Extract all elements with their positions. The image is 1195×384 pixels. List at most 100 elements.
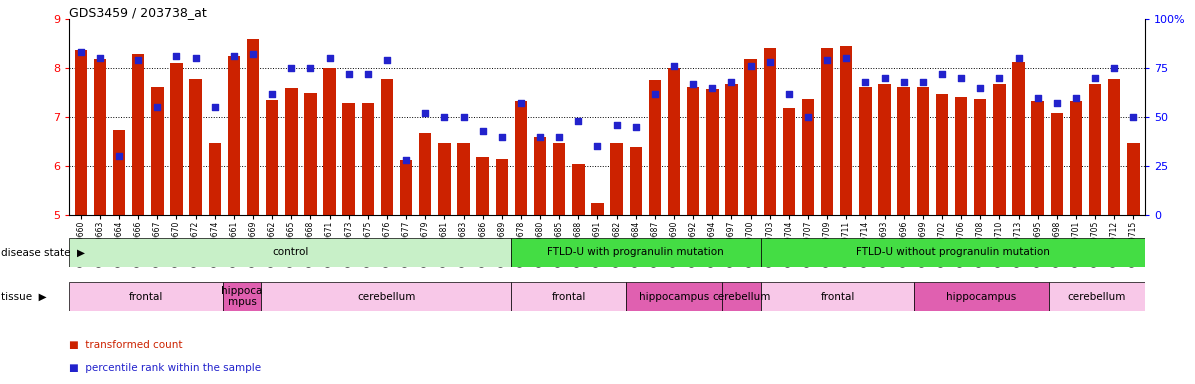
- Bar: [151, 87, 164, 215]
- Bar: [170, 63, 183, 215]
- Bar: [706, 89, 718, 215]
- Text: hippocampus: hippocampus: [946, 291, 1017, 302]
- Point: [72, 50, 91, 56]
- Text: control: control: [272, 247, 308, 258]
- Text: frontal: frontal: [551, 291, 586, 302]
- Text: cerebellum: cerebellum: [357, 291, 416, 302]
- Point: [1085, 75, 1104, 81]
- Bar: [1127, 142, 1140, 215]
- Point: [741, 63, 760, 69]
- Point: [282, 65, 301, 71]
- Point: [1047, 100, 1066, 106]
- Point: [588, 144, 607, 150]
- Bar: [69, 282, 223, 311]
- Bar: [840, 46, 852, 215]
- Point: [951, 75, 970, 81]
- Bar: [630, 147, 642, 215]
- Point: [320, 55, 339, 61]
- Point: [970, 85, 989, 91]
- Bar: [914, 282, 1049, 311]
- Point: [339, 71, 358, 77]
- Point: [664, 63, 684, 69]
- Point: [626, 124, 645, 130]
- Text: hippocampus: hippocampus: [639, 291, 710, 302]
- Bar: [649, 80, 661, 215]
- Bar: [722, 282, 761, 311]
- Bar: [400, 160, 412, 215]
- Point: [1028, 94, 1047, 101]
- Point: [913, 79, 932, 85]
- Bar: [262, 282, 511, 311]
- Text: FTLD-U without progranulin mutation: FTLD-U without progranulin mutation: [856, 247, 1049, 258]
- Point: [531, 134, 550, 140]
- Point: [358, 71, 378, 77]
- Text: tissue  ▶: tissue ▶: [1, 291, 47, 302]
- Bar: [112, 130, 125, 215]
- Bar: [744, 60, 756, 215]
- Bar: [439, 142, 451, 215]
- Bar: [761, 238, 1145, 267]
- Bar: [592, 203, 603, 215]
- Bar: [955, 96, 967, 215]
- Bar: [286, 88, 298, 215]
- Text: frontal: frontal: [129, 291, 164, 302]
- Point: [875, 75, 894, 81]
- Text: ■  percentile rank within the sample: ■ percentile rank within the sample: [69, 363, 262, 373]
- Bar: [859, 87, 871, 215]
- Point: [569, 118, 588, 124]
- Point: [779, 91, 798, 97]
- Point: [703, 85, 722, 91]
- Text: hippoca
mpus: hippoca mpus: [221, 286, 263, 308]
- Point: [722, 79, 741, 85]
- Bar: [477, 157, 489, 215]
- Bar: [1089, 84, 1102, 215]
- Bar: [381, 79, 393, 215]
- Bar: [1012, 62, 1025, 215]
- Text: frontal: frontal: [820, 291, 854, 302]
- Point: [836, 55, 856, 61]
- Point: [416, 110, 435, 116]
- Bar: [74, 50, 87, 215]
- Point: [932, 71, 951, 77]
- Bar: [305, 93, 317, 215]
- Bar: [668, 68, 680, 215]
- Point: [435, 114, 454, 120]
- Point: [511, 100, 531, 106]
- Point: [645, 91, 664, 97]
- Bar: [974, 99, 986, 215]
- Bar: [515, 101, 527, 215]
- Point: [110, 153, 129, 159]
- Bar: [189, 79, 202, 215]
- Bar: [783, 108, 795, 215]
- Point: [798, 114, 817, 120]
- Point: [397, 157, 416, 163]
- Point: [148, 104, 167, 111]
- Bar: [572, 164, 584, 215]
- Bar: [611, 142, 623, 215]
- Bar: [725, 84, 737, 215]
- Bar: [764, 48, 776, 215]
- Point: [607, 122, 626, 128]
- Bar: [419, 133, 431, 215]
- Bar: [878, 84, 890, 215]
- Text: cerebellum: cerebellum: [1067, 291, 1126, 302]
- Bar: [228, 56, 240, 215]
- Bar: [458, 142, 470, 215]
- Point: [856, 79, 875, 85]
- Bar: [802, 99, 814, 215]
- Point: [263, 91, 282, 97]
- Bar: [1050, 113, 1064, 215]
- Point: [129, 57, 148, 63]
- Point: [684, 81, 703, 87]
- Bar: [266, 100, 278, 215]
- Point: [1009, 55, 1028, 61]
- Point: [1123, 114, 1142, 120]
- Bar: [362, 103, 374, 215]
- Point: [989, 75, 1009, 81]
- Text: ■  transformed count: ■ transformed count: [69, 340, 183, 350]
- Bar: [993, 84, 1005, 215]
- Bar: [69, 238, 511, 267]
- Point: [454, 114, 473, 120]
- Bar: [821, 48, 833, 215]
- Bar: [897, 87, 909, 215]
